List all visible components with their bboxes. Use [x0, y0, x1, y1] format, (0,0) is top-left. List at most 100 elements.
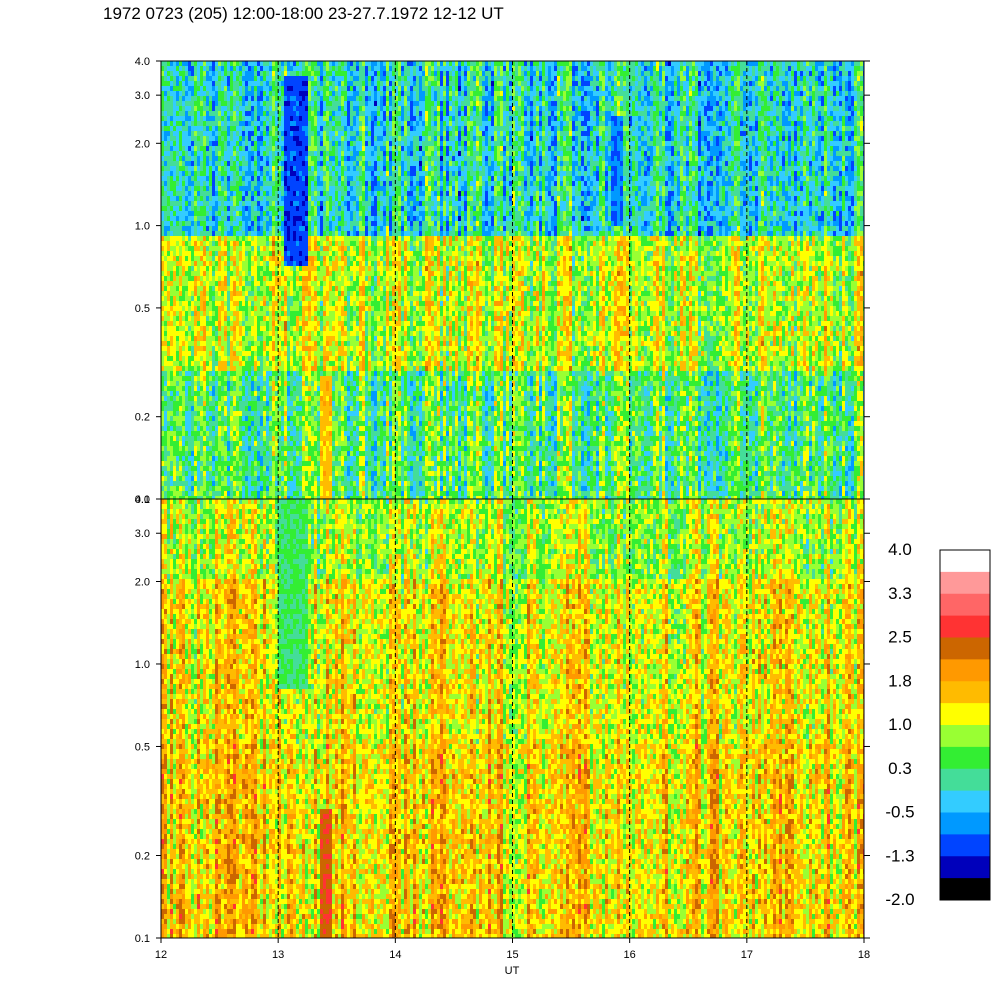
- heatmap-cell: [311, 211, 314, 216]
- heatmap-cell: [242, 216, 245, 221]
- heatmap-cell: [203, 316, 206, 321]
- heatmap-cell: [272, 456, 275, 461]
- heatmap-cell: [188, 176, 191, 181]
- heatmap-cell: [194, 101, 197, 106]
- heatmap-cell: [263, 76, 266, 81]
- heatmap-cell: [224, 66, 227, 71]
- heatmap-cell: [215, 211, 218, 216]
- heatmap-cell: [290, 156, 293, 161]
- heatmap-cell: [215, 361, 218, 366]
- heatmap-cell: [206, 326, 209, 331]
- heatmap-cell: [203, 86, 206, 91]
- heatmap-cell: [308, 61, 311, 66]
- heatmap-cell: [296, 331, 299, 336]
- heatmap-cell: [167, 146, 170, 151]
- heatmap-cell: [254, 211, 257, 216]
- heatmap-cell: [326, 361, 329, 366]
- heatmap-cell: [173, 331, 176, 336]
- heatmap-cell: [173, 266, 176, 271]
- heatmap-cell: [206, 431, 209, 436]
- heatmap-cell: [188, 71, 191, 76]
- heatmap-cell: [320, 196, 323, 201]
- heatmap-cell: [317, 156, 320, 161]
- heatmap-cell: [224, 366, 227, 371]
- heatmap-cell: [206, 251, 209, 256]
- heatmap-cell: [176, 316, 179, 321]
- heatmap-cell: [170, 401, 173, 406]
- heatmap-cell: [248, 401, 251, 406]
- heatmap-cell: [176, 211, 179, 216]
- heatmap-cell: [323, 171, 326, 176]
- heatmap-cell: [263, 341, 266, 346]
- heatmap-cell: [203, 186, 206, 191]
- heatmap-cell: [167, 391, 170, 396]
- heatmap-cell: [191, 321, 194, 326]
- heatmap-cell: [209, 286, 212, 291]
- heatmap-cell: [194, 141, 197, 146]
- heatmap-cell: [233, 376, 236, 381]
- heatmap-cell: [236, 236, 239, 241]
- heatmap-cell: [212, 81, 215, 86]
- heatmap-cell: [182, 276, 185, 281]
- heatmap-cell: [257, 116, 260, 121]
- heatmap-cell: [194, 476, 197, 481]
- heatmap-cell: [269, 291, 272, 296]
- heatmap-cell: [203, 461, 206, 466]
- heatmap-cell: [197, 66, 200, 71]
- heatmap-cell: [308, 131, 311, 136]
- heatmap-cell: [308, 156, 311, 161]
- heatmap-cell: [179, 221, 182, 226]
- heatmap-cell: [290, 326, 293, 331]
- heatmap-cell: [245, 361, 248, 366]
- heatmap-cell: [173, 251, 176, 256]
- heatmap-cell: [176, 236, 179, 241]
- heatmap-cell: [218, 96, 221, 101]
- heatmap-cell: [167, 241, 170, 246]
- heatmap-cell: [302, 461, 305, 466]
- heatmap-cell: [167, 231, 170, 236]
- heatmap-cell: [236, 406, 239, 411]
- heatmap-cell: [215, 321, 218, 326]
- heatmap-cell: [302, 106, 305, 111]
- heatmap-cell: [242, 61, 245, 66]
- heatmap-cell: [167, 341, 170, 346]
- heatmap-cell: [164, 221, 167, 226]
- heatmap-cell: [329, 226, 332, 231]
- heatmap-cell: [209, 416, 212, 421]
- heatmap-cell: [194, 216, 197, 221]
- heatmap-cell: [290, 281, 293, 286]
- heatmap-cell: [329, 61, 332, 66]
- heatmap-cell: [275, 456, 278, 461]
- heatmap-cell: [284, 121, 287, 126]
- heatmap-cell: [242, 486, 245, 491]
- heatmap-cell: [227, 396, 230, 401]
- heatmap-cell: [317, 396, 320, 401]
- heatmap-cell: [245, 311, 248, 316]
- heatmap-cell: [305, 101, 308, 106]
- heatmap-cell: [296, 221, 299, 226]
- heatmap-cell: [230, 301, 233, 306]
- heatmap-cell: [317, 101, 320, 106]
- heatmap-cell: [179, 401, 182, 406]
- heatmap-cell: [305, 436, 308, 441]
- heatmap-cell: [197, 136, 200, 141]
- heatmap-cell: [275, 291, 278, 296]
- heatmap-cell: [224, 116, 227, 121]
- heatmap-cell: [170, 431, 173, 436]
- heatmap-cell: [257, 336, 260, 341]
- heatmap-cell: [323, 411, 326, 416]
- heatmap-cell: [239, 316, 242, 321]
- heatmap-cell: [224, 266, 227, 271]
- heatmap-cell: [182, 341, 185, 346]
- heatmap-cell: [203, 166, 206, 171]
- heatmap-cell: [227, 346, 230, 351]
- heatmap-cell: [212, 411, 215, 416]
- heatmap-cell: [245, 276, 248, 281]
- heatmap-cell: [299, 156, 302, 161]
- heatmap-cell: [305, 351, 308, 356]
- heatmap-cell: [221, 296, 224, 301]
- heatmap-cell: [326, 401, 329, 406]
- heatmap-cell: [224, 406, 227, 411]
- heatmap-cell: [170, 446, 173, 451]
- heatmap-cell: [185, 361, 188, 366]
